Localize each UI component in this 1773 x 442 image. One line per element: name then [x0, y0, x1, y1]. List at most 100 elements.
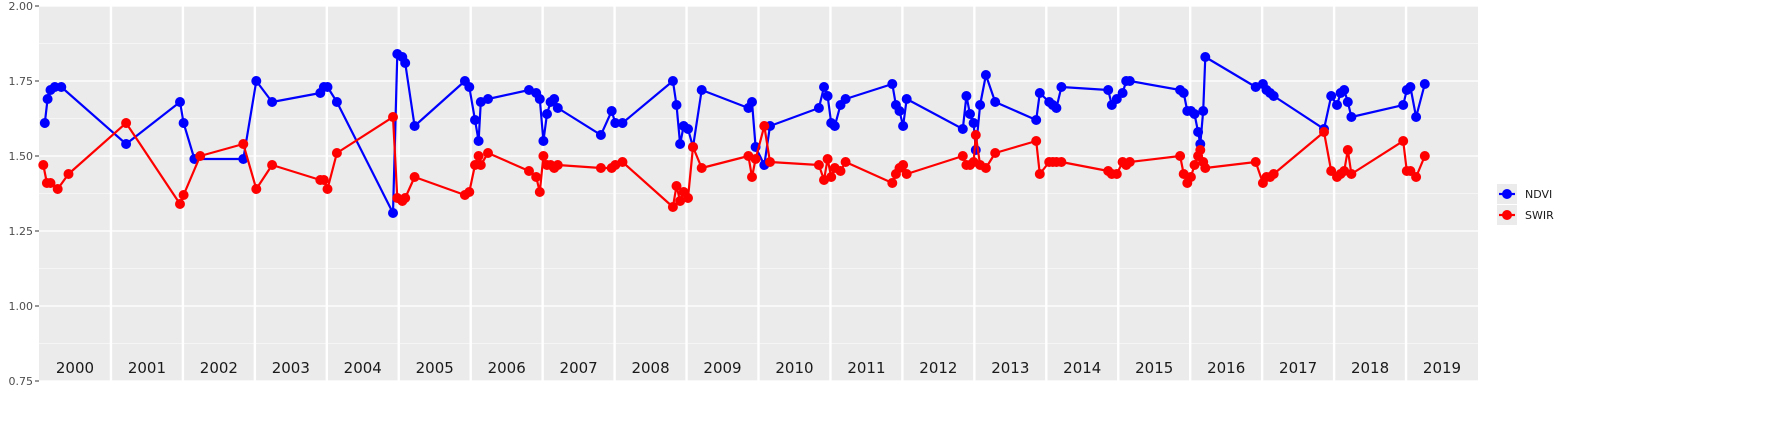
ndvi-point — [42, 94, 53, 104]
swir-point — [696, 163, 707, 173]
swir-point — [63, 169, 74, 179]
ndvi-point — [400, 58, 411, 68]
year-label: 2002 — [200, 359, 238, 377]
swir-point — [531, 172, 542, 182]
ndvi-point — [1198, 106, 1209, 116]
ndvi-point — [1398, 100, 1409, 110]
swir-point — [331, 148, 342, 158]
legend: NDVI SWIR — [1497, 184, 1554, 225]
ndvi-point — [178, 118, 189, 128]
y-tick-label: 1.00 — [9, 300, 34, 313]
ndvi-point — [1411, 112, 1422, 122]
ndvi-point — [819, 82, 829, 92]
ndvi-point — [822, 91, 833, 101]
swir-point — [595, 163, 606, 173]
ndvi-point — [957, 124, 968, 134]
swir-point — [980, 163, 991, 173]
ndvi-point — [671, 100, 682, 110]
swir-point — [388, 112, 398, 122]
year-label: 2018 — [1351, 359, 1389, 377]
swir-point — [688, 142, 698, 152]
ndvi-point — [965, 109, 975, 119]
ndvi-point — [552, 103, 563, 113]
ndvi-point — [990, 97, 1001, 107]
ndvi-point — [473, 136, 484, 146]
ndvi-point — [606, 106, 617, 116]
swir-point — [667, 202, 678, 212]
swir-point — [409, 172, 420, 182]
swir-point — [675, 196, 686, 206]
ndvi-point — [1103, 85, 1114, 95]
ndvi-point — [1200, 52, 1211, 62]
ndvi-point — [483, 94, 493, 104]
ndvi-point — [747, 97, 757, 107]
year-label: 2003 — [272, 359, 310, 377]
swir-point — [464, 187, 475, 197]
year-label: 2015 — [1135, 359, 1173, 377]
year-label: 2008 — [631, 359, 669, 377]
ndvi-point — [1419, 79, 1430, 89]
ndvi-point — [1034, 88, 1045, 98]
ndvi-point — [667, 76, 678, 86]
swir-point — [990, 148, 1001, 158]
ndvi-point — [1405, 82, 1416, 92]
swir-point — [617, 157, 628, 167]
ndvi-point — [56, 82, 67, 92]
ndvi-point — [617, 118, 628, 128]
swir-point — [400, 193, 411, 203]
ndvi-point — [470, 115, 480, 125]
ndvi-point — [840, 94, 851, 104]
ndvi-point — [1051, 103, 1062, 113]
ndvi-point — [696, 85, 707, 95]
swir-point — [813, 160, 824, 170]
ndvi-point — [538, 136, 549, 146]
legend-label: NDVI — [1525, 188, 1552, 201]
ndvi-point — [1193, 127, 1204, 137]
ndvi-point — [813, 103, 824, 113]
swir-point — [759, 121, 770, 131]
ndvi-point — [331, 97, 342, 107]
ndvi-point — [39, 118, 50, 128]
year-label: 2009 — [703, 359, 741, 377]
swir-point — [238, 139, 249, 149]
ndvi-point — [683, 124, 693, 134]
year-label: 2013 — [991, 359, 1029, 377]
ndvi-point — [542, 109, 552, 119]
swir-point — [1185, 172, 1196, 182]
ndvi-point — [1117, 88, 1128, 98]
year-label: 2007 — [560, 359, 598, 377]
y-tick-label: 2.00 — [9, 0, 34, 13]
swir-point — [671, 181, 682, 191]
swir-point — [1175, 151, 1186, 161]
ndvi-point — [610, 118, 621, 128]
swir-point — [267, 160, 278, 170]
swir-point — [1319, 127, 1329, 137]
swir-point — [970, 130, 981, 140]
swir-point — [898, 160, 909, 170]
swir-point — [1031, 136, 1042, 146]
ndvi-point — [1124, 76, 1135, 86]
swir-point — [318, 175, 329, 185]
year-label: 2011 — [847, 359, 885, 377]
y-tick-label: 0.75 — [9, 375, 34, 388]
ndvi-point — [898, 121, 909, 131]
swir-point — [38, 160, 49, 170]
swir-point — [957, 151, 968, 161]
ndvi-point — [1332, 100, 1342, 110]
ndvi-point — [409, 121, 420, 131]
y-tick-label: 1.50 — [9, 150, 34, 163]
ndvi-point — [894, 106, 905, 116]
swir-point — [1398, 136, 1409, 146]
swir-point — [251, 184, 262, 194]
swir-point — [1346, 169, 1357, 179]
ndvi-point — [975, 100, 986, 110]
ndvi-point — [887, 79, 898, 89]
swir-point — [1111, 169, 1122, 179]
ndvi-point — [464, 82, 475, 92]
swir-point — [1056, 157, 1067, 167]
swir-point — [534, 187, 545, 197]
swir-point — [322, 184, 333, 194]
year-label: 2004 — [344, 359, 382, 377]
swir-point — [765, 157, 775, 167]
ndvi-point — [251, 76, 262, 86]
